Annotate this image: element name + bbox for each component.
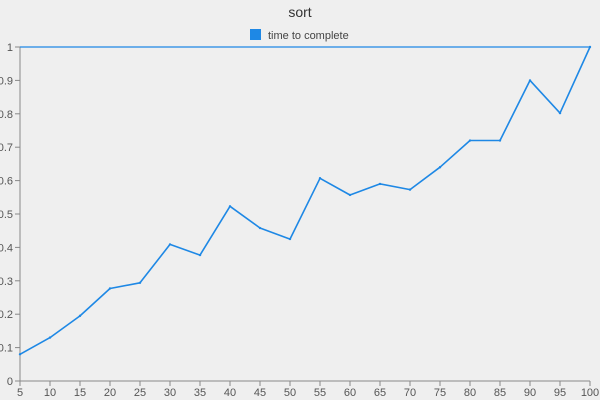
- plot-area: [18, 45, 592, 356]
- data-point: [288, 237, 292, 241]
- y-tick-label: 0: [7, 376, 13, 388]
- y-tick-label: 0.9: [0, 75, 13, 87]
- x-tick-label: 25: [134, 387, 146, 399]
- legend-swatch: [250, 29, 261, 40]
- x-tick-label: 35: [194, 387, 206, 399]
- x-tick-label: 95: [554, 387, 566, 399]
- x-tick-label: 60: [344, 387, 356, 399]
- data-point: [558, 111, 562, 115]
- x-tick-label: 75: [434, 387, 446, 399]
- data-point: [528, 79, 532, 82]
- legend: time to complete: [250, 29, 349, 42]
- x-tick-label: 5: [17, 387, 23, 399]
- x-tick-label: 45: [254, 387, 266, 399]
- data-point: [198, 253, 202, 257]
- data-point: [438, 166, 442, 169]
- data-point: [228, 205, 232, 208]
- x-tick-label: 15: [74, 387, 86, 399]
- y-tick-label: 0.5: [0, 209, 13, 221]
- x-tick-label: 40: [224, 387, 236, 399]
- y-tick-label: 0.2: [0, 309, 13, 321]
- data-point: [258, 226, 262, 230]
- x-tick-label: 90: [524, 387, 536, 399]
- x-tick-label: 10: [44, 387, 56, 399]
- x-tick-label: 30: [164, 387, 176, 399]
- data-point: [18, 353, 22, 356]
- x-tick-label: 20: [104, 387, 116, 399]
- data-point: [468, 139, 472, 142]
- y-tick-label: 0.4: [0, 242, 13, 254]
- data-point: [378, 182, 382, 186]
- x-tick-label: 50: [284, 387, 296, 399]
- chart-title: sort: [288, 4, 311, 20]
- data-point: [588, 45, 592, 49]
- x-tick-label: 85: [494, 387, 506, 399]
- series-line-time-to-complete: [19, 46, 591, 355]
- x-tick-label: 80: [464, 387, 476, 399]
- x-tick-label: 65: [374, 387, 386, 399]
- y-tick-label: 0.3: [0, 276, 13, 288]
- y-tick-label: 0.1: [0, 343, 13, 355]
- data-point: [108, 287, 112, 290]
- legend-label: time to complete: [268, 30, 349, 42]
- x-tick-label: 100: [581, 387, 599, 399]
- data-point: [138, 281, 142, 285]
- y-tick-label: 0.7: [0, 142, 13, 154]
- axes: 00.10.20.30.40.50.60.70.80.915 10 15 20 25 30…: [0, 42, 599, 399]
- data-point: [408, 188, 412, 191]
- data-point: [168, 243, 172, 246]
- data-point: [78, 314, 82, 318]
- x-tick-label: 55: [314, 387, 326, 399]
- data-point: [318, 177, 322, 180]
- data-point: [348, 193, 352, 197]
- y-tick-label: 1: [7, 42, 13, 54]
- x-tick-label: 70: [404, 387, 416, 399]
- y-tick-label: 0.8: [0, 109, 13, 121]
- y-tick-label: 0.6: [0, 176, 13, 188]
- data-point: [48, 336, 52, 339]
- data-point: [498, 139, 502, 142]
